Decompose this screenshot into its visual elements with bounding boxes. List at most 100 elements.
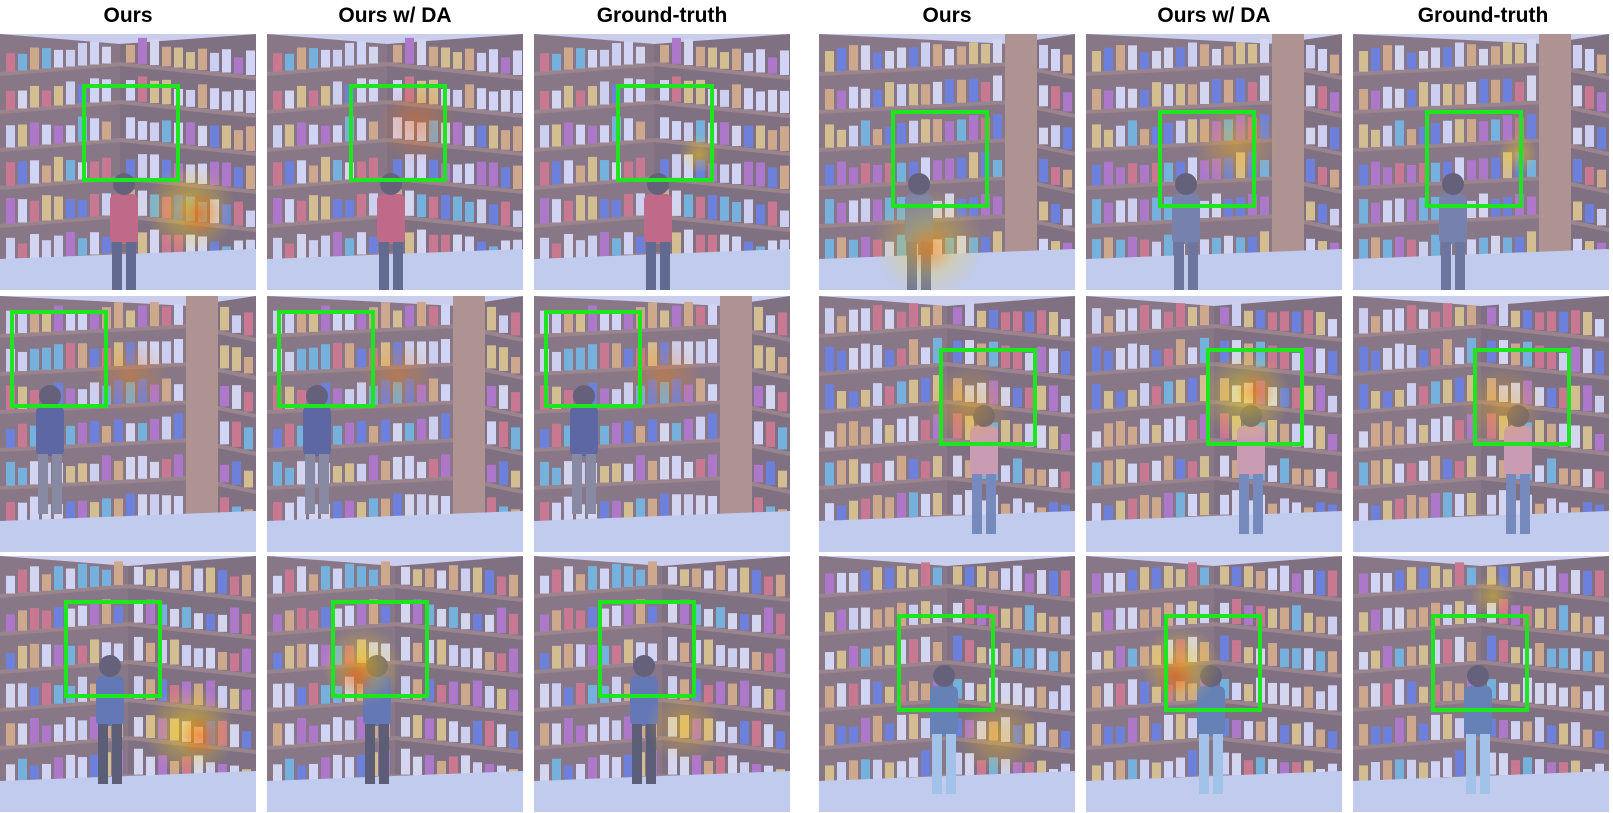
- product: [1571, 570, 1580, 594]
- product: [309, 347, 318, 370]
- product: [1359, 124, 1368, 148]
- product: [965, 640, 974, 662]
- product: [1559, 423, 1568, 447]
- product: [873, 759, 882, 780]
- product: [6, 723, 15, 746]
- shelf-board: [1213, 324, 1342, 342]
- product: [150, 229, 159, 256]
- product: [897, 84, 906, 106]
- shelf-board: [1480, 736, 1609, 754]
- product: [764, 653, 773, 672]
- product: [1049, 385, 1058, 412]
- shelf-board: [819, 100, 1010, 114]
- product: [600, 342, 609, 369]
- product: [909, 161, 918, 182]
- product: [552, 569, 561, 593]
- shelf-board: [1213, 660, 1342, 678]
- product: [114, 606, 123, 624]
- product: [1467, 200, 1476, 218]
- product: [1547, 565, 1556, 592]
- heatmap-blob: [178, 714, 222, 758]
- product: [1597, 92, 1606, 112]
- product: [564, 607, 573, 630]
- product: [1268, 568, 1277, 590]
- shelf-board: [119, 62, 256, 80]
- product: [696, 416, 705, 440]
- product: [1371, 650, 1380, 669]
- product: [576, 165, 585, 183]
- product: [220, 345, 229, 369]
- product: [1001, 682, 1010, 704]
- product: [989, 570, 998, 589]
- product: [1280, 762, 1289, 782]
- product: [273, 683, 282, 708]
- product: [1063, 92, 1072, 112]
- product: [465, 84, 474, 109]
- gaze-bounding-box: [1431, 614, 1529, 712]
- product: [321, 235, 330, 258]
- product: [1128, 463, 1137, 483]
- product: [1116, 45, 1125, 71]
- product: [497, 653, 506, 672]
- shelf-board: [127, 584, 256, 602]
- product: [1431, 381, 1440, 404]
- product: [1359, 346, 1368, 372]
- product: [146, 642, 155, 662]
- product: [588, 196, 597, 220]
- product: [453, 89, 462, 107]
- product: [150, 122, 159, 142]
- product: [1511, 760, 1520, 778]
- product: [78, 43, 87, 66]
- product: [1499, 640, 1508, 662]
- product: [728, 568, 737, 592]
- product: [754, 497, 763, 521]
- product: [837, 609, 846, 631]
- product: [30, 425, 39, 447]
- product: [285, 610, 294, 631]
- product: [333, 232, 342, 257]
- product: [1316, 312, 1325, 336]
- product: [1280, 683, 1289, 706]
- product: [861, 88, 870, 108]
- product: [552, 610, 561, 631]
- product: [1479, 121, 1488, 142]
- product: [1523, 310, 1532, 329]
- product: [210, 125, 219, 148]
- product: [1152, 607, 1161, 627]
- product: [588, 49, 597, 68]
- product: [1039, 45, 1048, 69]
- shelf-board: [819, 698, 948, 712]
- product: [696, 79, 705, 105]
- product: [1583, 651, 1592, 672]
- product: [18, 423, 27, 448]
- product: [1140, 567, 1149, 590]
- product: [624, 312, 633, 330]
- product: [1316, 348, 1325, 374]
- shelf-board: [1213, 584, 1342, 602]
- product: [849, 391, 858, 408]
- result-image: [534, 296, 790, 552]
- product: [1571, 310, 1580, 334]
- product: [588, 607, 597, 628]
- product: [692, 568, 701, 588]
- product: [1128, 759, 1137, 781]
- product: [552, 124, 561, 147]
- product: [1304, 310, 1313, 334]
- product: [1419, 723, 1428, 741]
- product: [552, 161, 561, 185]
- product: [1164, 311, 1173, 328]
- product: [242, 574, 251, 597]
- product: [425, 639, 434, 664]
- product: [600, 312, 609, 331]
- product: [66, 608, 75, 627]
- product: [1140, 199, 1149, 222]
- product: [1304, 469, 1313, 486]
- product: [612, 720, 621, 740]
- product: [401, 676, 410, 699]
- product: [1092, 384, 1101, 410]
- product: [1244, 566, 1253, 588]
- product: [1419, 645, 1428, 665]
- product: [861, 45, 870, 70]
- product: [1304, 686, 1313, 708]
- shelf-board: [1086, 62, 1277, 76]
